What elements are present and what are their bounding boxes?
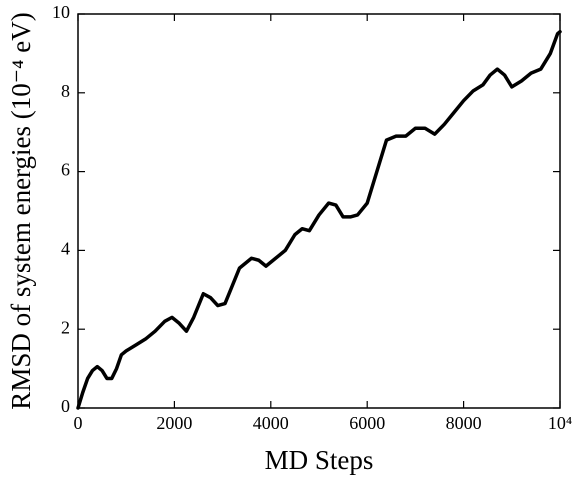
x-tick-label: 6000 bbox=[349, 413, 385, 433]
y-tick-label: 0 bbox=[61, 396, 70, 416]
plot-frame bbox=[77, 13, 561, 409]
y-tick-label: 6 bbox=[61, 160, 70, 180]
y-tick-label: 8 bbox=[61, 81, 70, 101]
data-line bbox=[76, 29, 562, 410]
x-axis-label: MD Steps bbox=[265, 445, 374, 475]
x-tick-label: 0 bbox=[74, 413, 83, 433]
y-tick-label: 4 bbox=[61, 239, 70, 259]
y-tick-label: 2 bbox=[61, 317, 70, 337]
x-tick-label: 4000 bbox=[253, 413, 289, 433]
y-tick-label: 10 bbox=[52, 2, 70, 22]
x-tick-label: 10⁴ bbox=[548, 413, 572, 433]
y-axis-label: RMSD of system energies (10⁻⁴ eV) bbox=[6, 12, 36, 409]
x-tick-label: 8000 bbox=[446, 413, 482, 433]
x-tick-label: 2000 bbox=[156, 413, 192, 433]
